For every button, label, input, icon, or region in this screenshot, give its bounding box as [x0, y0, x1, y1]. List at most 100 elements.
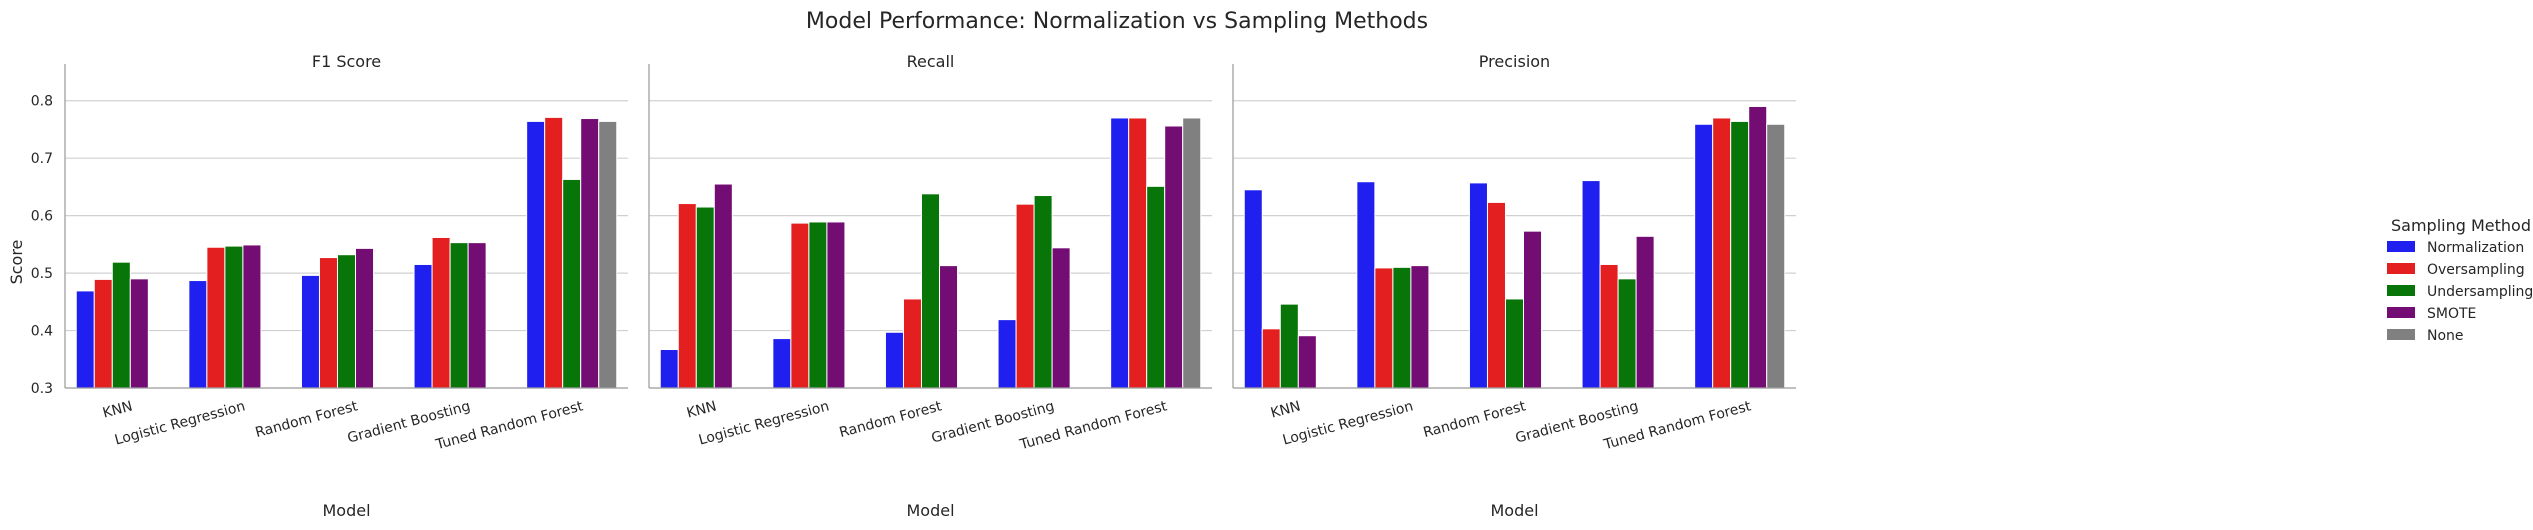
bar-undersampling-random-forest	[920, 193, 941, 389]
x-tick-label: KNN	[101, 398, 134, 421]
bar-normalization-gradient-boosting	[997, 319, 1017, 389]
chart-title: Model Performance: Normalization vs Samp…	[806, 9, 1428, 34]
y-tick-label: 0.7	[31, 151, 53, 167]
bar-normalization-tuned-random-forest	[1110, 117, 1130, 389]
bar-normalization-tuned-random-forest	[526, 120, 546, 389]
bar-smote-tuned-random-forest	[1164, 125, 1184, 389]
bar-undersampling-logistic-regression	[1392, 266, 1412, 389]
panel-title: Precision	[1479, 52, 1550, 71]
legend-label-oversampling: Oversampling	[2427, 262, 2525, 278]
bar-undersampling-knn	[695, 206, 715, 389]
bar-smote-logistic-regression	[242, 244, 262, 389]
bar-smote-tuned-random-forest	[1748, 105, 1768, 389]
legend-title: Sampling Method	[2391, 216, 2531, 235]
x-axis-label: Model	[1490, 501, 1538, 520]
bar-oversampling-gradient-boosting	[1599, 263, 1619, 389]
bar-normalization-random-forest	[1468, 182, 1488, 389]
bar-normalization-logistic-regression	[772, 338, 792, 389]
bar-none-tuned-random-forest	[1766, 123, 1786, 389]
x-tick-label: Random Forest	[838, 398, 944, 441]
x-tick-label: Logistic Regression	[697, 398, 831, 448]
bar-normalization-random-forest	[300, 274, 320, 389]
y-tick-label: 0.6	[31, 209, 53, 225]
bar-normalization-gradient-boosting	[1581, 180, 1601, 389]
x-axis-label: Model	[322, 501, 370, 520]
bar-normalization-knn	[75, 290, 95, 389]
bar-undersampling-knn	[1279, 303, 1299, 389]
bar-smote-logistic-regression	[826, 221, 846, 389]
y-tick-label: 0.8	[31, 94, 53, 110]
bar-oversampling-gradient-boosting	[431, 236, 451, 389]
bar-smote-random-forest	[939, 265, 959, 389]
bar-oversampling-tuned-random-forest	[1128, 117, 1148, 389]
x-tick-label: KNN	[685, 398, 718, 421]
bar-undersampling-logistic-regression	[224, 245, 244, 389]
bar-normalization-random-forest	[884, 331, 904, 389]
bar-undersampling-gradient-boosting	[1617, 278, 1637, 389]
legend-label-normalization: Normalization	[2427, 240, 2524, 256]
y-tick-label: 0.4	[31, 324, 53, 340]
legend-swatch-oversampling	[2387, 263, 2415, 274]
bar-normalization-gradient-boosting	[413, 263, 433, 389]
bar-oversampling-knn	[93, 278, 113, 389]
bar-smote-gradient-boosting	[1635, 235, 1655, 389]
x-tick-label: Logistic Regression	[113, 398, 247, 448]
legend: Sampling Method Normalization Oversamplin…	[2387, 216, 2533, 344]
bar-smote-gradient-boosting	[1051, 247, 1071, 389]
bar-smote-random-forest	[1523, 230, 1543, 389]
bar-normalization-knn	[1243, 189, 1263, 389]
legend-swatch-none	[2387, 329, 2415, 340]
y-tick-label: 0.3	[31, 381, 53, 397]
bar-oversampling-random-forest	[1486, 201, 1506, 389]
bar-normalization-knn	[659, 349, 679, 389]
bar-oversampling-random-forest	[318, 257, 338, 389]
bar-oversampling-random-forest	[902, 298, 922, 389]
bar-smote-random-forest	[355, 247, 375, 389]
legend-swatch-normalization	[2387, 241, 2415, 252]
x-tick-label: Random Forest	[1422, 398, 1528, 441]
bar-undersampling-knn	[111, 261, 131, 389]
panel-title: Recall	[907, 52, 955, 71]
legend-label-none: None	[2427, 328, 2464, 344]
y-axis-label: Score	[7, 240, 26, 285]
bar-oversampling-knn	[677, 203, 697, 389]
bar-undersampling-tuned-random-forest	[562, 178, 582, 389]
legend-label-undersampling: Undersampling	[2427, 284, 2533, 300]
panel-title: F1 Score	[312, 52, 381, 71]
legend-label-smote: SMOTE	[2427, 306, 2476, 322]
bar-oversampling-gradient-boosting	[1015, 203, 1035, 389]
x-tick-label: Logistic Regression	[1281, 398, 1415, 448]
bar-none-tuned-random-forest	[598, 120, 618, 389]
bar-normalization-logistic-regression	[1356, 181, 1376, 389]
bar-smote-knn	[1297, 335, 1317, 389]
bar-smote-gradient-boosting	[467, 242, 487, 389]
bar-undersampling-gradient-boosting	[1033, 195, 1053, 389]
bar-undersampling-gradient-boosting	[449, 242, 469, 389]
x-tick-label: KNN	[1269, 398, 1302, 421]
bar-smote-knn	[713, 183, 733, 389]
x-tick-label: Random Forest	[254, 398, 360, 441]
bar-smote-knn	[129, 278, 149, 389]
bar-normalization-logistic-regression	[188, 280, 208, 389]
bar-oversampling-logistic-regression	[1374, 267, 1394, 389]
legend-swatch-smote	[2387, 307, 2415, 318]
bar-normalization-tuned-random-forest	[1694, 123, 1714, 389]
bar-undersampling-tuned-random-forest	[1730, 120, 1750, 389]
y-tick-label: 0.5	[31, 266, 53, 282]
bar-oversampling-tuned-random-forest	[544, 116, 564, 389]
bar-undersampling-random-forest	[1504, 298, 1525, 389]
bar-undersampling-tuned-random-forest	[1146, 185, 1166, 389]
bar-oversampling-logistic-regression	[790, 222, 810, 389]
bar-oversampling-knn	[1261, 328, 1281, 389]
bar-undersampling-random-forest	[336, 254, 357, 389]
bar-smote-tuned-random-forest	[580, 118, 600, 389]
legend-swatch-undersampling	[2387, 285, 2415, 296]
x-axis-label: Model	[906, 501, 954, 520]
bar-undersampling-logistic-regression	[808, 221, 828, 389]
bar-oversampling-tuned-random-forest	[1712, 117, 1732, 389]
bar-oversampling-logistic-regression	[206, 246, 226, 389]
